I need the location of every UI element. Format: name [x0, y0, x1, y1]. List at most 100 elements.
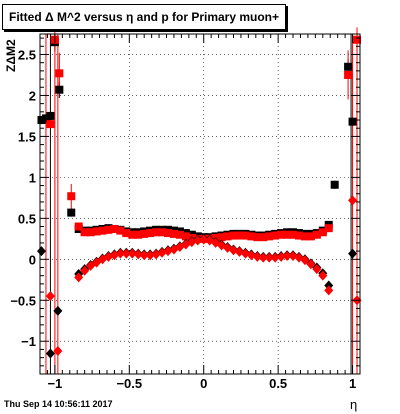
square-marker	[348, 117, 357, 126]
x-tick-label: −0.5	[116, 376, 142, 391]
square-marker	[259, 233, 268, 242]
square-marker	[55, 85, 64, 94]
diamond-marker	[121, 248, 131, 259]
diamond-marker	[74, 272, 84, 283]
square-marker	[169, 229, 178, 238]
square-marker	[181, 232, 190, 241]
diamond-marker	[258, 252, 268, 263]
marker-layer	[36, 35, 362, 359]
diamond-marker	[312, 264, 322, 275]
square-marker	[300, 232, 309, 241]
square-marker	[223, 232, 232, 241]
timestamp-footer: Thu Sep 14 10:56:11 2017	[4, 399, 113, 409]
square-marker	[146, 229, 155, 238]
square-marker	[344, 70, 353, 79]
diamond-marker	[348, 248, 358, 259]
square-marker	[92, 227, 101, 236]
square-marker	[158, 228, 167, 237]
square-marker	[283, 230, 292, 239]
square-marker	[140, 229, 149, 238]
diamond-marker	[264, 252, 274, 263]
square-marker	[217, 233, 226, 242]
square-marker	[289, 230, 298, 239]
diamond-marker	[103, 251, 113, 262]
square-marker	[241, 231, 250, 240]
diamond-marker	[45, 291, 55, 302]
error-bar-layer	[40, 27, 358, 374]
diamond-marker	[324, 285, 334, 296]
diamond-marker	[306, 259, 316, 270]
x-tick-label: 0	[200, 376, 207, 391]
diamond-marker	[45, 348, 55, 359]
diamond-marker	[127, 248, 137, 259]
square-marker	[110, 224, 119, 233]
plot-frame	[39, 33, 361, 375]
x-tick-label: 1	[349, 376, 356, 391]
diamond-marker	[318, 270, 328, 281]
diamond-marker	[53, 305, 63, 316]
square-marker	[67, 192, 76, 201]
x-axis-label: η	[350, 397, 358, 412]
square-marker	[318, 228, 327, 237]
square-marker	[55, 69, 64, 78]
diamond-marker	[252, 251, 262, 262]
square-marker	[134, 230, 143, 239]
diamond-marker	[193, 235, 203, 246]
square-marker	[41, 114, 50, 123]
diamond-marker	[115, 248, 125, 259]
square-marker	[271, 231, 280, 240]
x-tick-label: 0.5	[269, 376, 287, 391]
diamond-marker	[80, 265, 90, 276]
square-marker	[265, 232, 274, 241]
square-marker	[175, 230, 184, 239]
diamond-marker	[246, 250, 256, 261]
square-marker	[104, 225, 113, 234]
axis-layer: −1 −0.5 0 0.5 1 −1 −0.5 0 0.5 1 1.5 2 2.5	[10, 34, 361, 391]
square-marker	[128, 230, 137, 239]
square-marker	[46, 120, 55, 129]
y-tick-label: 1	[29, 170, 36, 185]
square-marker	[80, 228, 89, 237]
y-tick-label: 2	[29, 88, 36, 103]
square-marker	[330, 180, 339, 189]
square-marker	[247, 232, 256, 241]
y-tick-label: −1	[21, 334, 36, 349]
square-marker	[98, 226, 107, 235]
square-marker	[235, 231, 244, 240]
diamond-marker	[145, 250, 155, 261]
diamond-marker	[53, 346, 63, 357]
square-marker	[294, 231, 303, 240]
diamond-marker	[139, 250, 149, 261]
diamond-marker	[199, 234, 209, 245]
square-marker	[306, 232, 315, 241]
diamond-marker	[133, 249, 143, 260]
diamond-marker	[282, 251, 292, 262]
square-marker	[277, 230, 286, 239]
square-marker	[116, 226, 125, 235]
square-marker	[74, 222, 83, 231]
y-tick-label: 0	[29, 252, 36, 267]
square-marker	[46, 111, 55, 120]
y-tick-label: 2.5	[18, 47, 36, 62]
square-marker	[152, 228, 161, 237]
square-marker	[312, 230, 321, 239]
x-tick-label: −1	[47, 376, 62, 391]
square-marker	[324, 224, 333, 233]
chart-title-box: Fitted Δ M^2 versus η and p for Primary …	[2, 4, 287, 30]
chart-title: Fitted Δ M^2 versus η and p for Primary …	[9, 10, 280, 24]
square-marker	[86, 228, 95, 237]
diamond-marker	[300, 255, 310, 266]
diamond-marker	[276, 251, 286, 262]
y-tick-label: −0.5	[10, 293, 36, 308]
y-axis-label: ZΔM2	[4, 39, 18, 72]
square-marker	[164, 229, 172, 238]
diamond-marker	[348, 195, 358, 206]
square-marker	[122, 229, 131, 238]
y-tick-label: 0.5	[18, 211, 36, 226]
y-tick-label: 1.5	[18, 129, 36, 144]
square-marker	[229, 231, 238, 240]
square-marker	[353, 35, 362, 44]
grid-layer	[40, 34, 360, 374]
square-marker	[344, 62, 353, 71]
